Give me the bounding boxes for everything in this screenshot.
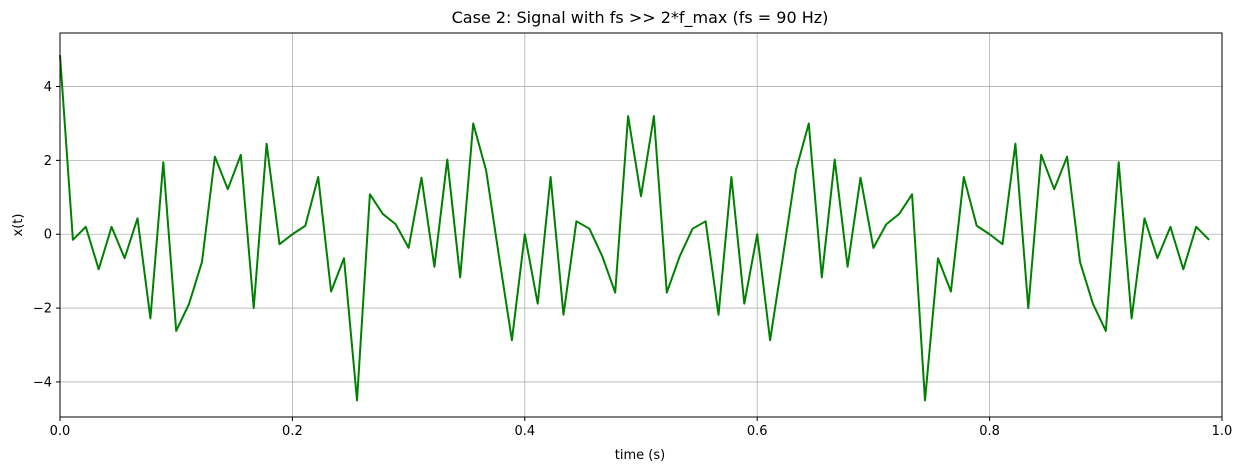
y-tick-label: −2 [33, 302, 52, 317]
x-tick-label: 0.6 [747, 424, 768, 439]
y-tick-label: 4 [44, 80, 52, 95]
series-layer [59, 55, 1210, 402]
tick-layer: 0.0 0.2 0.4 0.6 0.8 1.0 −4 −2 0 2 4 [33, 80, 1233, 439]
y-tick-label: 2 [44, 154, 52, 169]
signal-line [59, 55, 1210, 402]
x-tick-label: 0.4 [514, 424, 535, 439]
x-axis-label: time (s) [615, 448, 665, 463]
x-tick-label: 0.8 [979, 424, 1000, 439]
y-axis-label: x(t) [11, 214, 26, 237]
chart-title: Case 2: Signal with fs >> 2*f_max (fs = … [452, 8, 829, 28]
y-tick-label: 0 [44, 228, 52, 243]
plot-frame [59, 32, 1223, 418]
x-tick-label: 0.2 [282, 424, 303, 439]
x-tick-label: 1.0 [1212, 424, 1233, 439]
y-tick-label: −4 [33, 375, 52, 390]
x-tick-label: 0.0 [50, 424, 71, 439]
